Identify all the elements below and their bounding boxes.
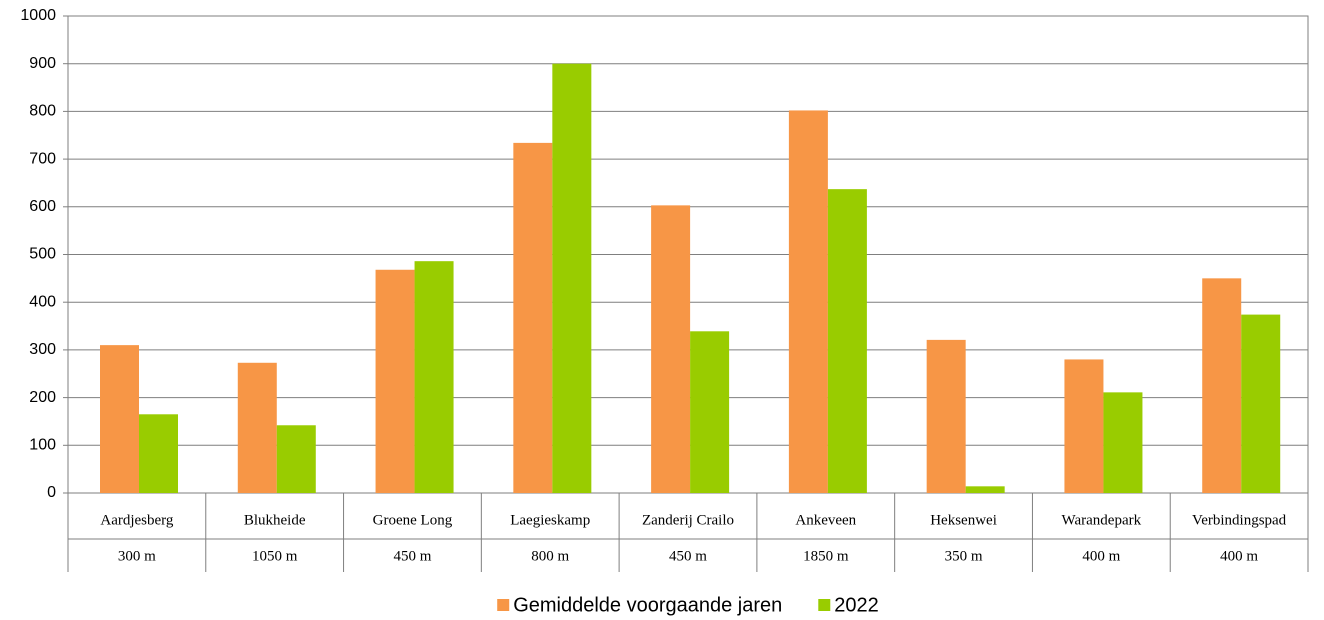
y-tick-label: 400 (29, 293, 56, 310)
bar (651, 205, 691, 493)
x-tick-sublabel: 300 m (118, 548, 156, 564)
bar (100, 345, 139, 493)
y-tick-label: 200 (29, 389, 56, 406)
bar (827, 189, 867, 493)
legend-swatch (818, 599, 831, 611)
x-tick-label: Ankeveen (795, 512, 856, 528)
legend-swatch (497, 599, 510, 611)
bar (788, 110, 828, 494)
bar (552, 63, 592, 493)
x-tick-label: Heksenwei (930, 512, 997, 528)
x-tick-label: Groene Long (373, 512, 453, 528)
bar (276, 425, 316, 493)
x-tick-sublabel: 450 m (393, 548, 431, 564)
x-tick-label: Warandepark (1062, 512, 1142, 528)
x-tick-label: Laegieskamp (510, 512, 590, 528)
y-tick-label: 100 (29, 437, 56, 454)
y-tick-label: 800 (29, 103, 56, 120)
y-tick-label: 500 (29, 246, 56, 263)
bar (926, 339, 966, 493)
x-tick-sublabel: 400 m (1082, 548, 1120, 564)
bar (1064, 359, 1104, 493)
bar (965, 486, 1005, 493)
x-tick-sublabel: 350 m (945, 548, 983, 564)
y-tick-label: 300 (29, 341, 56, 358)
bar (139, 414, 178, 493)
bar (1103, 392, 1143, 493)
bar (375, 269, 415, 493)
legend-label: 2022 (834, 594, 879, 616)
bar (237, 362, 277, 493)
y-tick-label: 700 (29, 150, 56, 167)
y-tick-label: 900 (29, 55, 56, 72)
legend: Gemiddelde voorgaande jaren 2022 (497, 594, 879, 616)
y-tick-label: 600 (29, 198, 56, 215)
x-tick-sublabel: 450 m (669, 548, 707, 564)
bar (1202, 278, 1242, 493)
bar (1241, 314, 1281, 493)
bar (690, 331, 730, 493)
x-tick-label: Zanderij Crailo (642, 512, 734, 528)
x-tick-label: Verbindingspad (1192, 512, 1287, 528)
x-tick-label: Aardjesberg (100, 512, 174, 528)
x-tick-sublabel: 1050 m (252, 548, 298, 564)
y-tick-label: 0 (47, 484, 56, 501)
legend-label: Gemiddelde voorgaande jaren (513, 594, 782, 616)
x-tick-sublabel: 400 m (1220, 548, 1258, 564)
bar (414, 261, 454, 493)
x-tick-label: Blukheide (244, 512, 306, 528)
x-tick-sublabel: 800 m (531, 548, 569, 564)
bar (513, 142, 553, 493)
x-tick-sublabel: 1850 m (803, 548, 849, 564)
y-tick-label: 1000 (20, 7, 56, 24)
